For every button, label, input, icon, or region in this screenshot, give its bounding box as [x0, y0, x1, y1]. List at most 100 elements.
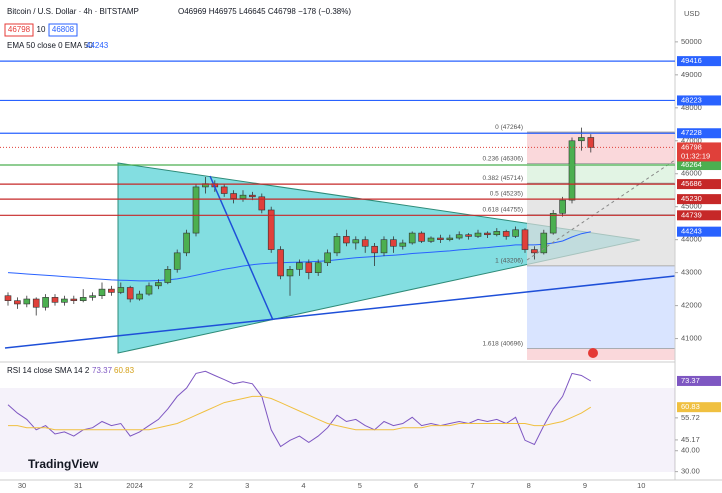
- candle-body: [484, 232, 491, 236]
- candle-body: [371, 245, 378, 254]
- x-tick-label: 10: [637, 481, 645, 490]
- sell-button[interactable]: [4, 23, 34, 37]
- candle-body: [70, 298, 78, 301]
- candle-body: [361, 239, 369, 247]
- candle-body: [126, 287, 134, 300]
- rsi-legend: RSI 14 close SMA 14 2: [7, 366, 90, 375]
- candle-body: [465, 234, 472, 237]
- candle-body: [164, 269, 172, 283]
- candle-body: [521, 229, 529, 250]
- candle-body: [474, 232, 482, 237]
- candle-body: [296, 262, 303, 270]
- candle-body: [108, 288, 115, 293]
- candle-body: [4, 295, 12, 301]
- candle-body: [549, 212, 557, 234]
- countdown: 01:32:19: [681, 151, 710, 160]
- candle-body: [192, 186, 200, 234]
- x-tick-label: 4: [301, 481, 305, 490]
- candle-body: [540, 232, 548, 254]
- rsi-sma-line: [8, 395, 592, 431]
- level-label: 47228: [681, 128, 702, 137]
- fib-label: 1.618 (40696): [483, 340, 523, 347]
- x-tick-label: 6: [414, 481, 418, 490]
- candle-body: [380, 239, 388, 254]
- currency: USD: [684, 9, 700, 18]
- chart-title: Bitcoin / U.S. Dollar · 4h · BITSTAMP: [7, 7, 139, 16]
- candle-body: [183, 232, 190, 254]
- level-badge: [677, 56, 721, 67]
- candle-body: [408, 232, 416, 244]
- candle-body: [352, 239, 360, 244]
- rsi-line: [7, 370, 592, 448]
- x-tick-label: 7: [470, 481, 474, 490]
- level-label: 49416: [681, 56, 702, 65]
- event-icon[interactable]: [588, 348, 598, 358]
- level-label: 45686: [681, 179, 702, 188]
- candle-body: [98, 288, 106, 297]
- drawings: [117, 162, 641, 354]
- candle-body: [51, 297, 59, 303]
- y-tick-label: 48000: [681, 103, 702, 112]
- x-tick-label: 9: [583, 481, 587, 490]
- candle-body: [455, 234, 463, 239]
- y-tick-label: 46000: [681, 169, 702, 178]
- level-badge: [677, 210, 721, 221]
- sma-value: 60.83: [114, 366, 135, 375]
- level-badge: [677, 179, 721, 190]
- buy-button[interactable]: [48, 23, 78, 37]
- y-tick-label: 45000: [681, 202, 702, 211]
- x-tick-label: 8: [527, 481, 531, 490]
- quantity: 10: [37, 25, 46, 34]
- candle-body: [23, 298, 31, 305]
- triangle-pattern: [117, 162, 641, 354]
- candle-body: [117, 287, 125, 293]
- x-tick-label: 3: [245, 481, 249, 490]
- candle-body: [32, 298, 40, 308]
- x-tick-label: 31: [74, 481, 82, 490]
- candle-body: [502, 231, 510, 237]
- candle-body: [173, 252, 181, 270]
- y-tick-label: 47000: [681, 136, 702, 145]
- rsi-tick-label: 55.72: [681, 413, 700, 422]
- fib-label: 1 (43206): [495, 258, 523, 265]
- rsi-tick-label: 45.17: [681, 435, 700, 444]
- rsi-value: 73.37: [92, 366, 113, 375]
- candle-body: [305, 262, 313, 273]
- level-badge: [677, 160, 721, 171]
- y-tick-label: 43000: [681, 268, 702, 277]
- trend-line: [4, 275, 676, 349]
- plot: [4, 127, 595, 316]
- candle-body: [314, 262, 322, 273]
- fib-label: 0.5 (45235): [490, 191, 523, 198]
- rsi-tick-label: 30.00: [681, 467, 700, 476]
- fib-zone-band: [527, 163, 675, 199]
- fib-label: 0.618 (44755): [483, 206, 523, 213]
- rsi-badge: [677, 402, 721, 413]
- ohlc-header: O46969 H46975 L46645 C46798 −178 (−0.38%…: [178, 7, 351, 16]
- rsi-badge: [677, 375, 721, 386]
- candle-body: [512, 229, 519, 237]
- fib-label: 0 (47264): [495, 124, 523, 131]
- candle-body: [324, 252, 331, 264]
- candle-body: [258, 196, 266, 211]
- x-tick-label: 2024: [126, 481, 143, 490]
- candle-body: [220, 186, 228, 194]
- candle-body: [418, 232, 425, 242]
- candle-body: [89, 295, 96, 298]
- candle-body: [14, 300, 21, 305]
- trend-line: [209, 175, 274, 321]
- level-label: 46264: [681, 160, 702, 169]
- candle-body: [136, 293, 143, 300]
- fib-zone-band: [527, 198, 675, 266]
- price-label: 46798: [681, 142, 702, 151]
- y-tick-label: 42000: [681, 301, 702, 310]
- candle-body: [343, 236, 350, 244]
- y-tick-label: 50000: [681, 37, 702, 46]
- candle-body: [249, 194, 256, 198]
- ema-value: 44243: [86, 41, 109, 50]
- ema-badge-label: 44243: [681, 227, 702, 236]
- buy-price: 46808: [52, 25, 75, 34]
- candle-body: [399, 242, 407, 247]
- ema-badge: [677, 226, 721, 237]
- candle-body: [333, 236, 341, 254]
